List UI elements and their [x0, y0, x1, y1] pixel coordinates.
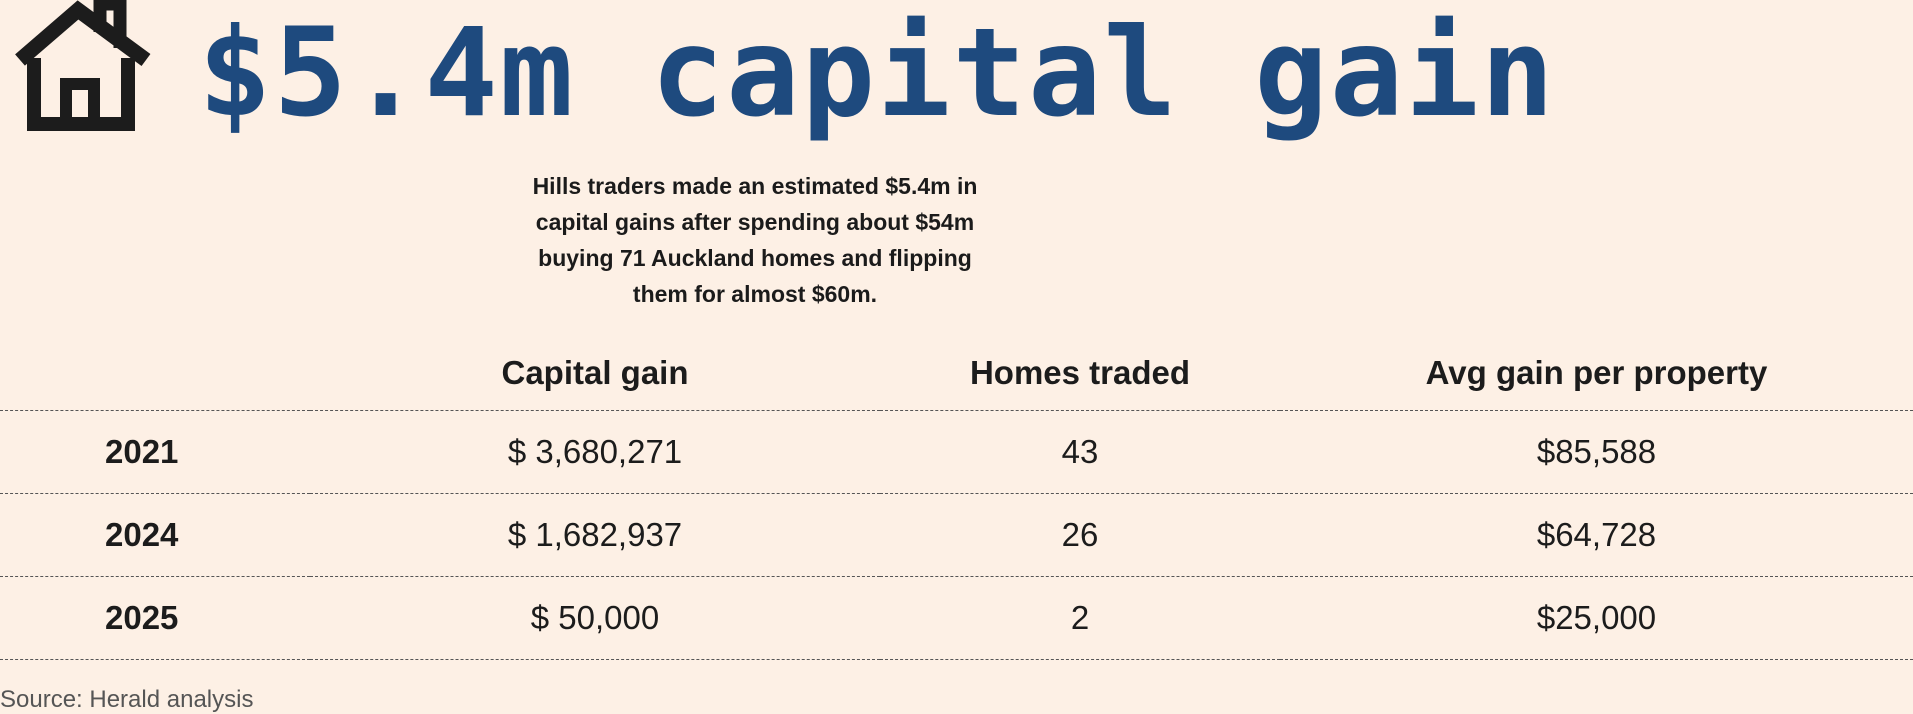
header: $5.4m capital gain: [8, 0, 1554, 141]
row-avg-gain: $64,728: [1280, 493, 1913, 577]
row-homes-traded: 26: [880, 493, 1280, 577]
table-header-row: Capital gain Homes traded Avg gain per p…: [0, 336, 1913, 411]
row-homes-traded: 2: [880, 576, 1280, 660]
row-avg-gain: $25,000: [1280, 576, 1913, 660]
row-year: 2021: [0, 410, 310, 494]
column-header-avg-gain: Avg gain per property: [1280, 336, 1913, 411]
house-icon: [15, 0, 151, 131]
row-capital-gain: $ 1,682,937: [310, 493, 880, 577]
table-row: 2024 $ 1,682,937 26 $64,728: [0, 493, 1913, 577]
headline: $5.4m capital gain: [198, 2, 1557, 144]
table-row: 2021 $ 3,680,271 43 $85,588: [0, 410, 1913, 494]
row-year: 2024: [0, 493, 310, 577]
column-header-capital-gain: Capital gain: [310, 336, 880, 411]
subtitle: Hills traders made an estimated $5.4m in…: [532, 173, 978, 307]
source-note: Source: Herald analysis: [0, 686, 254, 713]
column-header-year: [0, 336, 310, 411]
row-capital-gain: $ 50,000: [310, 576, 880, 660]
row-capital-gain: $ 3,680,271: [310, 410, 880, 494]
row-avg-gain: $85,588: [1280, 410, 1913, 494]
data-table: Capital gain Homes traded Avg gain per p…: [0, 336, 1913, 660]
row-homes-traded: 43: [880, 410, 1280, 494]
table-row: 2025 $ 50,000 2 $25,000: [0, 576, 1913, 660]
row-year: 2025: [0, 576, 310, 660]
column-header-homes-traded: Homes traded: [880, 336, 1280, 411]
